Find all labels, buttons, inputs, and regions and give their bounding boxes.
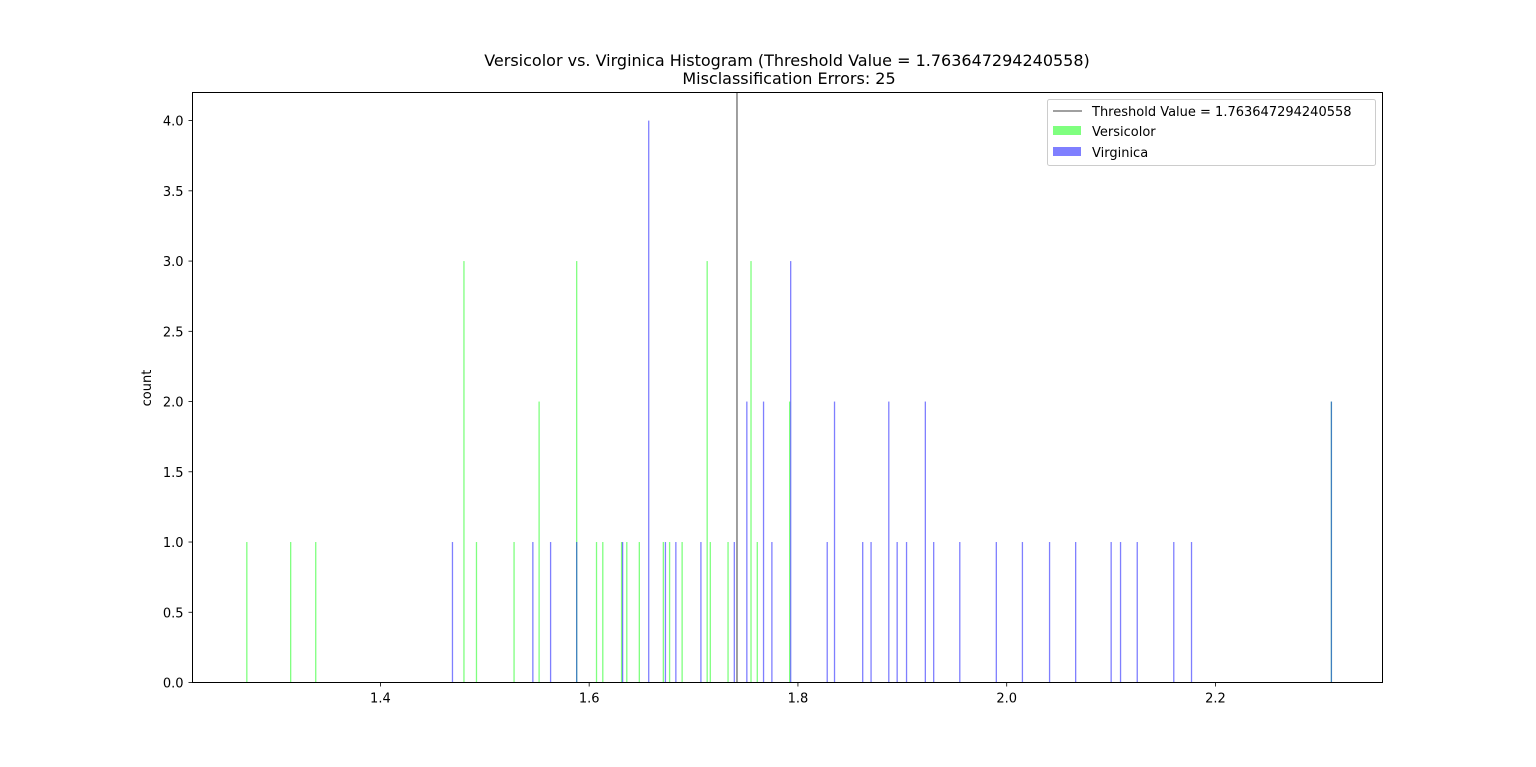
legend-versicolor-label: Versicolor [1092, 125, 1156, 140]
versicolor-bar-1 [290, 542, 292, 683]
y-tick-label: 0.0 [163, 677, 184, 692]
legend-threshold-label: Threshold Value = 1.763647294240558 [1091, 105, 1352, 120]
versicolor-bar-10 [620, 542, 623, 683]
virginica-bar-0 [451, 542, 454, 683]
virginica-bar-16 [862, 542, 864, 683]
versicolor-bar-21 [788, 401, 791, 683]
versicolor-bar-6 [538, 401, 540, 683]
virginica-bar-31 [1173, 542, 1175, 683]
virginica-bar-4 [621, 542, 624, 683]
virginica-bar-19 [896, 542, 898, 683]
virginica-bar-29 [1119, 542, 1122, 683]
virginica-bar-28 [1110, 542, 1112, 683]
x-tick-label: 1.4 [370, 692, 391, 707]
virginica-bar-3 [576, 542, 578, 683]
virginica-bar-33 [1330, 401, 1333, 683]
plot-area [192, 92, 1383, 683]
virginica-bar-2 [549, 542, 552, 683]
virginica-bar-15 [833, 401, 836, 683]
virginica-bar-9 [733, 542, 735, 683]
virginica-bar-14 [826, 542, 828, 683]
virginica-bar-1 [532, 542, 534, 683]
virginica-bar-24 [995, 542, 997, 683]
x-tick-label: 1.8 [788, 692, 809, 707]
versicolor-bar-17 [709, 542, 711, 683]
virginica-bar-27 [1075, 542, 1077, 683]
versicolor-bar-19 [750, 261, 752, 683]
virginica-bar-18 [888, 401, 890, 683]
x-tick-label: 2.2 [1205, 692, 1226, 707]
versicolor-bars [246, 261, 1333, 683]
x-tick-label: 1.6 [579, 692, 600, 707]
versicolor-bar-15 [681, 542, 683, 683]
virginica-bar-6 [664, 542, 667, 683]
legend-virginica-swatch [1053, 147, 1081, 156]
versicolor-bar-3 [463, 261, 465, 683]
y-axis: 0.0 0.5 1.0 1.5 2.0 2.5 3.0 3.5 4.0 [163, 115, 193, 692]
legend-versicolor-swatch [1053, 126, 1081, 135]
y-tick-label: 2.0 [163, 396, 184, 411]
virginica-bar-8 [700, 542, 702, 683]
versicolor-bar-2 [315, 542, 317, 683]
y-tick-label: 1.0 [163, 536, 184, 551]
plot-frame [192, 92, 1383, 683]
virginica-bar-30 [1136, 542, 1138, 683]
legend-box [1047, 99, 1376, 166]
versicolor-bar-12 [638, 542, 640, 683]
virginica-bar-7 [675, 542, 677, 683]
virginica-bar-20 [905, 542, 908, 683]
versicolor-bar-4 [475, 542, 478, 683]
versicolor-bar-11 [626, 542, 628, 683]
chart-subtitle: Misclassification Errors: 25 [682, 69, 895, 88]
virginica-bar-25 [1021, 542, 1024, 683]
legend-virginica-label: Virginica [1092, 146, 1148, 161]
virginica-bar-11 [762, 401, 765, 683]
y-tick-label: 0.5 [163, 606, 184, 621]
y-tick-label: 3.0 [163, 255, 184, 270]
x-tick-label: 2.0 [996, 692, 1017, 707]
virginica-bar-13 [790, 261, 792, 683]
virginica-bars [451, 120, 1333, 683]
versicolor-bar-14 [668, 542, 671, 683]
versicolor-bar-20 [756, 542, 758, 683]
y-tick-label: 1.5 [163, 466, 184, 481]
versicolor-bar-9 [602, 542, 604, 683]
chart-title: Versicolor vs. Virginica Histogram (Thre… [484, 51, 1090, 70]
y-tick-label: 2.5 [163, 325, 184, 340]
versicolor-bar-16 [706, 261, 708, 683]
versicolor-bar-5 [513, 542, 515, 683]
y-tick-label: 4.0 [163, 115, 184, 130]
virginica-bar-32 [1190, 542, 1193, 683]
virginica-bar-23 [959, 542, 961, 683]
virginica-bar-17 [870, 542, 872, 683]
versicolor-bar-0 [246, 542, 248, 683]
y-axis-label: count [140, 370, 155, 407]
versicolor-bar-8 [595, 542, 598, 683]
versicolor-bar-18 [727, 542, 729, 683]
virginica-bar-12 [771, 542, 773, 683]
legend: Threshold Value = 1.763647294240558 Vers… [1047, 99, 1376, 166]
y-tick-label: 3.5 [163, 185, 184, 200]
virginica-bar-10 [746, 401, 748, 683]
versicolor-bar-7 [576, 261, 578, 683]
virginica-bar-26 [1048, 542, 1051, 683]
x-axis: 1.4 1.6 1.8 2.0 2.2 [370, 682, 1226, 707]
virginica-bar-22 [933, 542, 935, 683]
virginica-bar-5 [648, 120, 650, 683]
versicolor-bar-13 [662, 542, 664, 683]
virginica-bar-21 [924, 401, 926, 683]
